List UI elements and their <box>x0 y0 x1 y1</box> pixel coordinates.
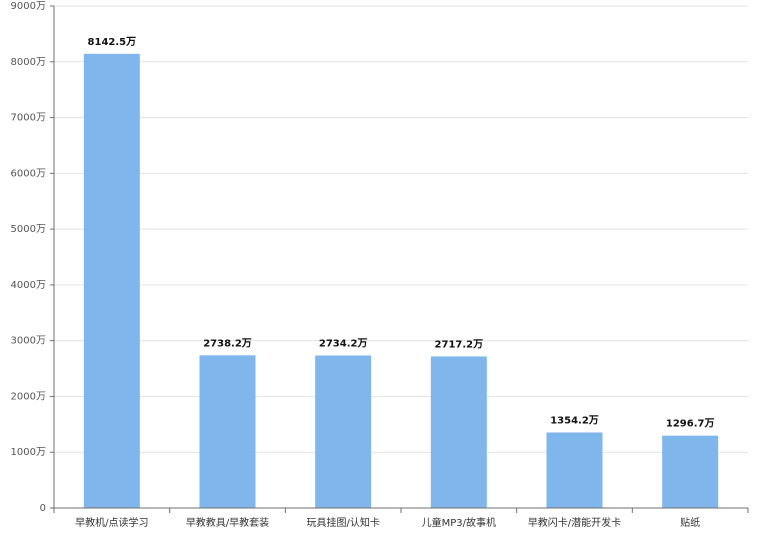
y-tick-label: 7000万 <box>11 113 46 124</box>
y-tick-label: 0 <box>40 503 46 514</box>
y-tick-label: 3000万 <box>11 336 46 347</box>
data-label: 2738.2万 <box>203 337 252 349</box>
data-label: 2717.2万 <box>435 338 484 350</box>
data-label: 2734.2万 <box>319 337 368 349</box>
x-tick-label: 贴纸 <box>680 516 700 529</box>
x-tick-label: 早教教具/早教套装 <box>186 516 269 529</box>
axes <box>50 5 749 513</box>
y-tick-label: 4000万 <box>11 280 46 291</box>
bar <box>546 432 603 508</box>
data-label: 1354.2万 <box>550 414 599 426</box>
labels: 0 1000万 2000万 3000万 4000万 5000万 6000万 7000万 8000… <box>11 1 715 529</box>
y-tick-label: 6000万 <box>11 168 46 179</box>
y-tick-label: 2000万 <box>11 391 46 402</box>
bars <box>83 53 719 509</box>
bar <box>199 355 256 508</box>
y-tick-label: 8000万 <box>11 57 46 68</box>
x-tick-label: 早教机/点读学习 <box>75 516 148 529</box>
data-label: 1296.7万 <box>666 418 715 430</box>
data-label: 8142.5万 <box>88 36 137 48</box>
y-tick-label: 9000万 <box>11 1 46 12</box>
x-tick-label: 儿童MP3/故事机 <box>422 516 496 529</box>
x-tick-label: 玩具挂图/认知卡 <box>306 516 379 529</box>
y-tick-label: 1000万 <box>11 447 46 458</box>
x-tick-label: 早教闪卡/潜能开发卡 <box>528 516 621 529</box>
gridlines <box>54 5 748 453</box>
bar <box>83 53 140 509</box>
bar <box>662 435 719 508</box>
y-tick-label: 5000万 <box>11 224 46 235</box>
bar <box>315 355 372 508</box>
bar <box>430 356 487 508</box>
